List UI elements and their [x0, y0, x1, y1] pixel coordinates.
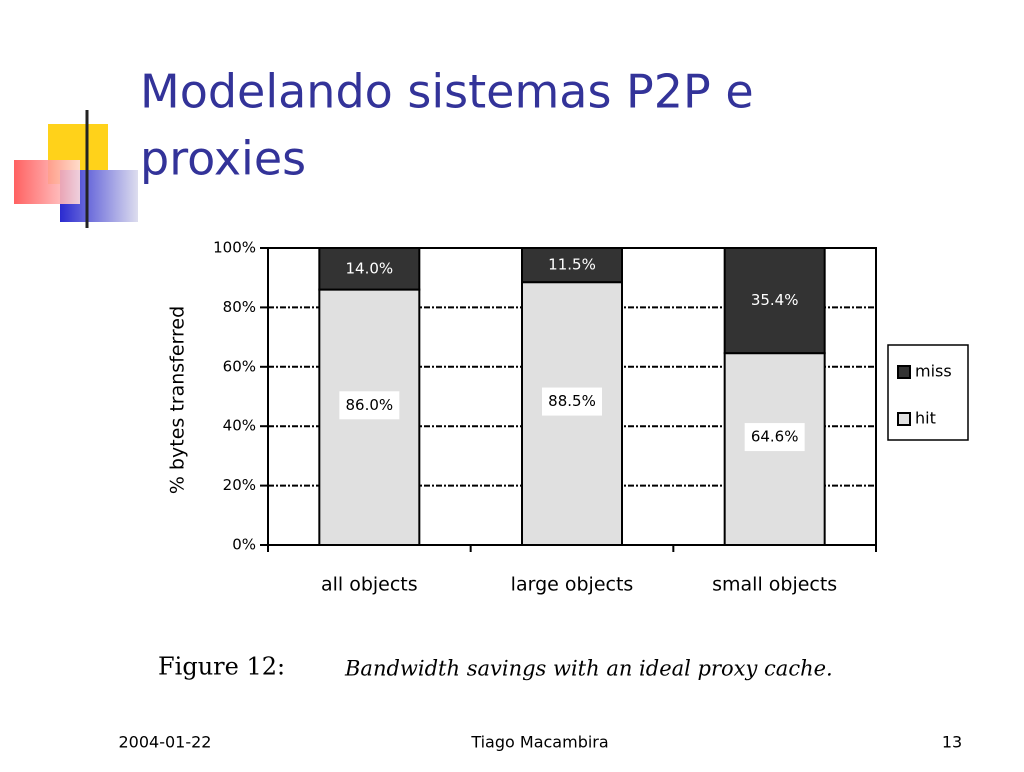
y-tick-label: 40% [223, 417, 256, 435]
footer-date: 2004-01-22 [119, 733, 212, 752]
caption-label: Figure 12: [158, 653, 285, 681]
y-tick-label: 0% [232, 536, 256, 554]
value-label-box [744, 423, 805, 452]
value-label: 35.4% [751, 291, 799, 309]
x-tick-label: small objects [712, 574, 837, 596]
value-label-box [542, 387, 602, 416]
x-tick-label: large objects [511, 574, 634, 596]
value-label-box [339, 391, 400, 420]
value-label: 14.0% [346, 259, 394, 277]
value-label: 86.0% [346, 396, 394, 414]
footer-author: Tiago Macambira [470, 733, 608, 752]
y-tick-label: 20% [223, 476, 256, 494]
bar-segment [521, 247, 623, 284]
bar-segment [318, 247, 421, 291]
bar-segment [723, 247, 826, 355]
slide-title: proxies [140, 132, 306, 186]
legend-swatch [897, 365, 911, 379]
legend-swatch [897, 412, 911, 426]
legend-label: hit [915, 409, 936, 428]
value-label: 64.6% [751, 428, 799, 446]
x-tick-label: all objects [321, 574, 418, 596]
legend-label: miss [915, 362, 952, 381]
y-tick-label: 80% [223, 298, 256, 316]
y-axis-label: % bytes transferred [167, 306, 189, 494]
decoration [14, 110, 1000, 228]
caption-text: Bandwidth savings with an ideal proxy ca… [344, 657, 833, 681]
slide-title: Modelando sistemas P2P e [140, 65, 754, 119]
value-label: 88.5% [548, 392, 596, 410]
y-tick-label: 100% [213, 239, 256, 257]
value-label: 11.5% [548, 256, 596, 274]
footer-page: 13 [942, 733, 962, 752]
y-tick-label: 60% [223, 357, 256, 375]
